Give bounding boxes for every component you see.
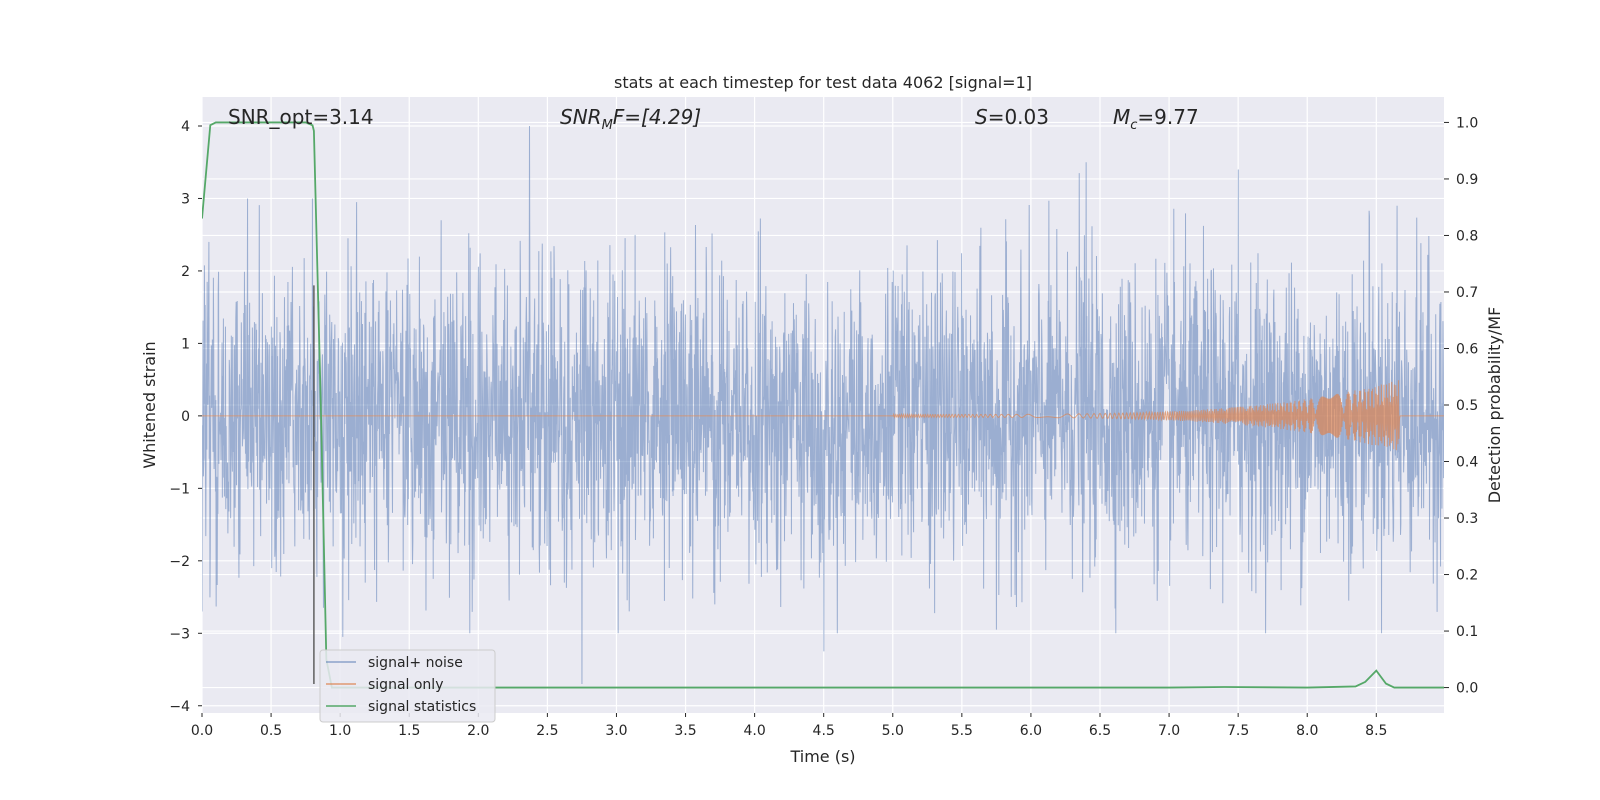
series-signal-noise: [202, 125, 1444, 685]
chart-title: stats at each timestep for test data 406…: [614, 73, 1032, 92]
y2-tick-label-6: 0.6: [1456, 341, 1478, 357]
y-tick-label-8: 4: [181, 119, 190, 135]
line-signal-only: [202, 380, 1444, 451]
x-tick-label-2: 1.0: [329, 723, 351, 739]
y2-axis-ticks: 0.0 0.1 0.2 0.3 0.4 0.5 0.6 0.7 0.8 0.9 1.0: [1444, 115, 1478, 697]
y2-tick-label-2: 0.2: [1456, 568, 1478, 584]
y-tick-label-3: −1: [169, 481, 190, 497]
annotation-snr-mf-rest: F=[4.29]: [613, 105, 701, 129]
x-axis-label: Time (s): [789, 747, 855, 766]
y-tick-label-0: −4: [169, 699, 190, 715]
x-tick-label-6: 3.0: [605, 723, 627, 739]
x-tick-label-3: 1.5: [398, 723, 420, 739]
y2-axis-label: Detection probability/MF: [1485, 307, 1504, 504]
y2-tick-label-8: 0.8: [1456, 228, 1478, 244]
annotation-mc: Mc=9.77: [1113, 105, 1199, 133]
y2-tick-label-10: 1.0: [1456, 115, 1478, 131]
annotation-s: S=0.03: [975, 105, 1049, 129]
annotation-mc-rest: =9.77: [1137, 105, 1198, 129]
y-axis-ticks: −4 −3 −2 −1 0 1 2 3 4: [169, 119, 202, 715]
x-tick-label-4: 2.0: [467, 723, 489, 739]
y2-tick-label-7: 0.7: [1456, 285, 1478, 301]
y2-tick-label-4: 0.4: [1456, 455, 1478, 471]
x-tick-label-16: 8.0: [1296, 723, 1318, 739]
x-tick-label-1: 0.5: [260, 723, 282, 739]
y-tick-label-7: 3: [181, 191, 190, 207]
y2-tick-label-9: 0.9: [1456, 172, 1478, 188]
x-tick-label-9: 4.5: [813, 723, 835, 739]
annotation-mc-base: M: [1113, 105, 1130, 129]
annotation-snr-mf-base: SNR: [560, 105, 602, 129]
y2-tick-label-1: 0.1: [1456, 624, 1478, 640]
annotation-s-rest: =0.03: [988, 105, 1049, 129]
x-tick-label-13: 6.5: [1089, 723, 1111, 739]
x-tick-label-15: 7.5: [1227, 723, 1249, 739]
y-tick-label-1: −3: [169, 626, 190, 642]
series-signal-only: [202, 380, 1444, 451]
y2-tick-label-5: 0.5: [1456, 398, 1478, 414]
y2-tick-label-3: 0.3: [1456, 511, 1478, 527]
x-tick-label-0: 0.0: [191, 723, 213, 739]
annotation-mc-sub: c: [1130, 118, 1137, 133]
y-tick-label-6: 2: [181, 264, 190, 280]
y-tick-label-2: −2: [169, 554, 190, 570]
y-tick-label-5: 1: [181, 336, 190, 352]
line-signal-noise: [202, 125, 1444, 685]
x-tick-label-11: 5.5: [951, 723, 973, 739]
y2-tick-label-0: 0.0: [1456, 681, 1478, 697]
annotation-s-base: S: [975, 105, 988, 129]
legend-label-signal-only: signal only: [368, 677, 443, 693]
x-tick-label-12: 6.0: [1020, 723, 1042, 739]
x-tick-label-14: 7.0: [1158, 723, 1180, 739]
x-tick-label-5: 2.5: [536, 723, 558, 739]
x-tick-label-7: 3.5: [674, 723, 696, 739]
annotation-snr-opt: SNR_opt=3.14: [228, 105, 374, 129]
legend-label-signal-statistics: signal statistics: [368, 699, 476, 715]
legend-label-signal-noise: signal+ noise: [368, 655, 463, 671]
x-tick-label-10: 5.0: [882, 723, 904, 739]
x-tick-label-17: 8.5: [1365, 723, 1387, 739]
annotation-snr-mf-sub: M: [602, 118, 613, 133]
x-axis-ticks: 0.0 0.5 1.0 1.5 2.0 2.5 3.0 3.5 4.0 4.5 5.0 5.5 6.0 6…: [191, 713, 1387, 739]
y-axis-label: Whitened strain: [140, 341, 159, 468]
y-tick-label-4: 0: [181, 409, 190, 425]
x-tick-label-8: 4.0: [743, 723, 765, 739]
legend: signal+ noise signal only signal statist…: [319, 649, 496, 723]
legend-box: [319, 649, 496, 723]
annotation-snr-mf: SNRMF=[4.29]: [560, 105, 701, 133]
